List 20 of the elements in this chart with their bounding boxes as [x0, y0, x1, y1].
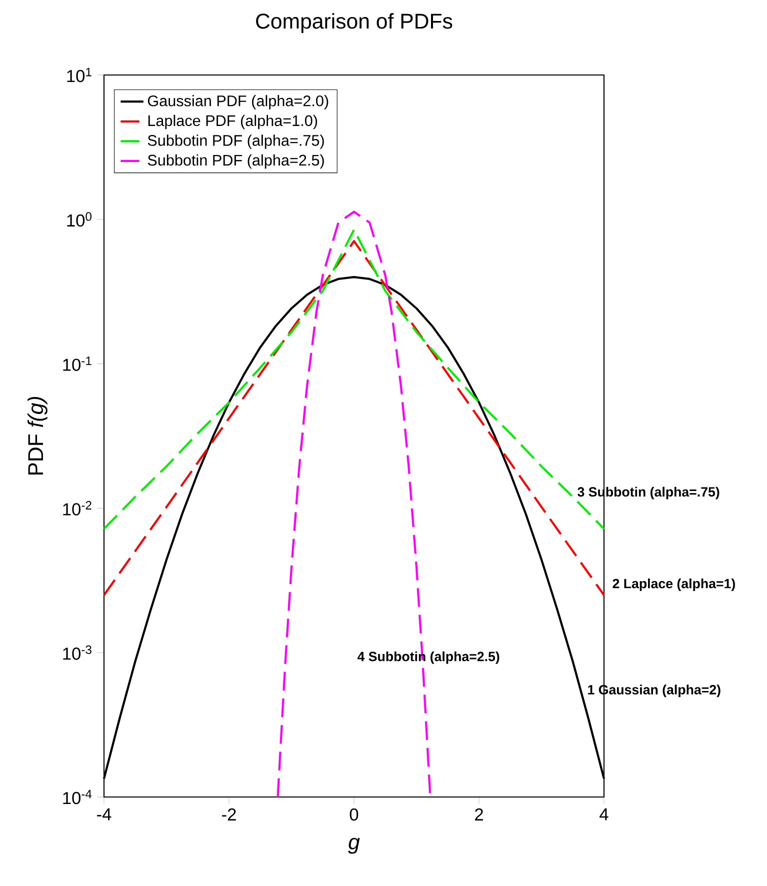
legend-label: Subbotin PDF (alpha=2.5)	[148, 154, 324, 169]
x-tick-label: 2	[475, 808, 483, 820]
y-tick-label: 10$^{-3}$	[63, 645, 92, 660]
line-series	[276, 210, 432, 798]
x-tick-label: 0	[350, 808, 358, 821]
x-tick-label: -4	[97, 808, 112, 820]
x-axis-title: g	[348, 838, 360, 854]
legend-label: Subbotin PDF (alpha=.75)	[148, 134, 324, 149]
legend-label: Laplace PDF (alpha=1.0)	[148, 114, 318, 130]
y-tick-label: 10$^{1}$	[67, 68, 92, 82]
chart-title: Comparison of PDFs	[256, 13, 452, 33]
legend-label: Gaussian PDF (alpha=2.0)	[148, 95, 328, 110]
y-tick-label: 10$^{-1}$	[63, 356, 92, 371]
y-axis-title: PDF f(g)	[28, 396, 48, 475]
text: 2 Laplace (alpha=1)	[612, 578, 735, 591]
y-tick-label: 10$^{-4}$	[63, 790, 92, 804]
y-tick-label: 10$^{-2}$	[63, 500, 92, 516]
x-tick-label: 4	[600, 808, 608, 820]
x-tick-label: -2	[222, 808, 236, 820]
y-tick-label: 10$^{0}$	[67, 212, 92, 227]
